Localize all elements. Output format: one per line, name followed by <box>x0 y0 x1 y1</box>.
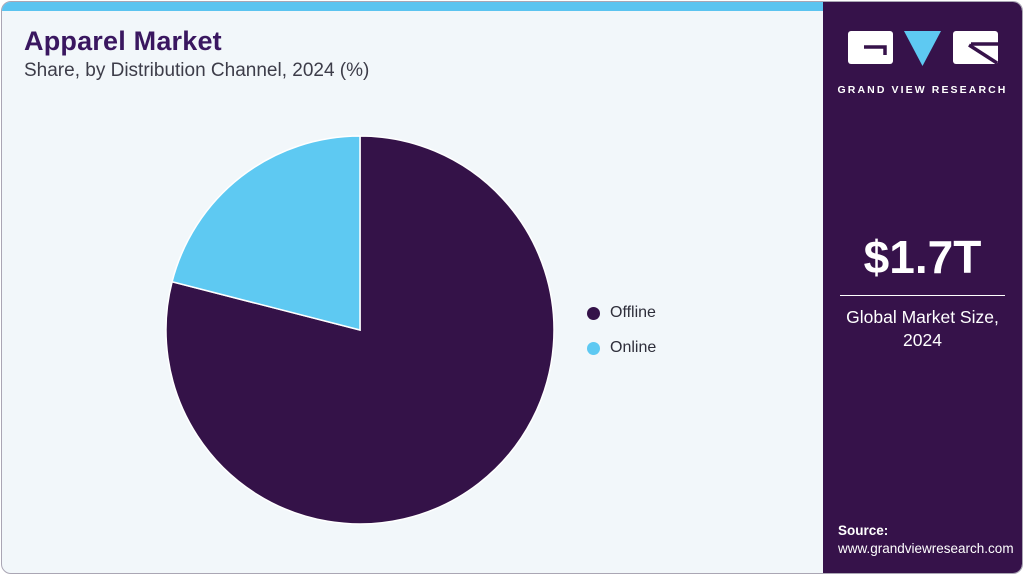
chart-legend: Offline Online <box>587 304 656 374</box>
legend-swatch-online <box>587 341 600 355</box>
legend-label-online: Online <box>610 339 657 356</box>
legend-label-offline: Offline <box>610 304 656 321</box>
legend-item-online: Online <box>587 339 656 357</box>
sidebar: GRAND VIEW RESEARCH $1.7T Global Market … <box>823 2 1022 573</box>
pie-chart <box>165 135 555 525</box>
legend-item-offline: Offline <box>587 304 656 322</box>
chart-panel: Apparel Market Share, by Distribution Ch… <box>2 2 823 573</box>
market-size-value: $1.7T <box>863 231 982 283</box>
divider <box>840 294 1005 296</box>
gvr-logo-icon <box>847 31 998 66</box>
market-size-block: $1.7T Global Market Size, 2024 <box>823 232 1022 353</box>
page-title: Apparel Market <box>24 26 222 56</box>
gvr-logo: GRAND VIEW RESEARCH <box>823 28 1022 96</box>
pie-slice-offline <box>165 135 555 525</box>
source-block: Source: www.grandviewresearch.com <box>838 523 1014 556</box>
market-size-label: Global Market Size, 2024 <box>846 306 999 351</box>
source-url[interactable]: www.grandviewresearch.com <box>838 541 1014 556</box>
page-subtitle: Share, by Distribution Channel, 2024 (%) <box>24 60 370 81</box>
top-accent-bar <box>2 2 823 11</box>
gvr-logo-text: GRAND VIEW RESEARCH <box>837 84 1008 96</box>
legend-swatch-offline <box>587 306 600 320</box>
pie-slice-online <box>171 135 361 331</box>
source-label: Source: <box>838 523 889 538</box>
